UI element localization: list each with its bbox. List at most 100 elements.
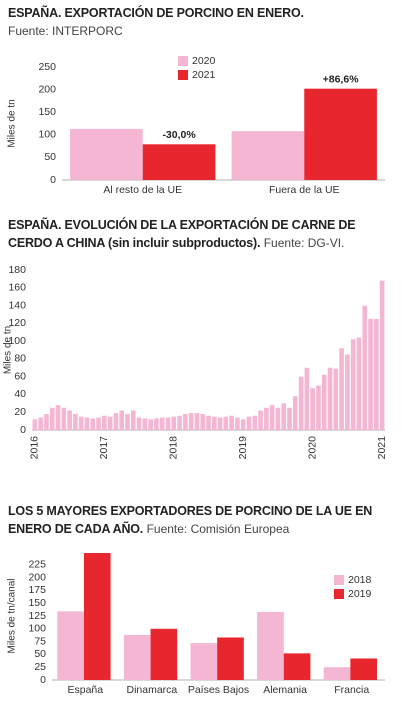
x-tick-label: 2020 bbox=[306, 436, 318, 460]
y-tick-label: 100 bbox=[28, 623, 46, 635]
bar bbox=[67, 410, 72, 430]
bar bbox=[102, 415, 107, 430]
x-tick-label: Países Bajos bbox=[188, 684, 249, 696]
x-tick-label: España bbox=[67, 684, 103, 696]
y-tick-label: 225 bbox=[28, 559, 46, 571]
bar bbox=[200, 414, 206, 430]
bar bbox=[90, 418, 96, 430]
bar bbox=[362, 305, 368, 430]
y-axis-label: Miles de tn bbox=[3, 326, 14, 374]
bar bbox=[183, 414, 188, 430]
bar bbox=[113, 413, 119, 430]
y-tick-label: 50 bbox=[34, 648, 46, 660]
legend-swatch bbox=[178, 70, 188, 80]
bar bbox=[123, 634, 151, 680]
bar bbox=[83, 553, 111, 680]
bar bbox=[292, 396, 298, 430]
bar bbox=[148, 419, 153, 430]
bar bbox=[368, 318, 373, 430]
bar bbox=[374, 318, 379, 430]
chart-title: ESPAÑA. EVOLUCIÓN DE LA EXPORTACIÓN DE C… bbox=[8, 218, 356, 250]
x-tick-label: Francia bbox=[334, 684, 369, 696]
bar bbox=[49, 407, 55, 430]
y-tick-label: 175 bbox=[28, 584, 46, 596]
y-tick-label: 75 bbox=[34, 635, 46, 647]
legend-swatch bbox=[334, 589, 344, 599]
y-tick-label: 0 bbox=[20, 424, 26, 436]
bar bbox=[125, 414, 130, 430]
bar bbox=[194, 413, 200, 430]
y-tick-label: 50 bbox=[44, 151, 56, 163]
bar bbox=[316, 385, 321, 430]
bar bbox=[350, 658, 378, 680]
bar bbox=[258, 410, 263, 430]
bar bbox=[165, 417, 171, 430]
bar bbox=[321, 374, 327, 430]
bar bbox=[190, 643, 218, 680]
bar bbox=[229, 415, 234, 430]
y-tick-label: 60 bbox=[14, 370, 26, 382]
y-tick-label: 100 bbox=[8, 335, 26, 347]
legend-label: 2018 bbox=[348, 574, 372, 586]
chart-heading: ESPAÑA. EVOLUCIÓN DE LA EXPORTACIÓN DE C… bbox=[8, 216, 396, 252]
bar bbox=[84, 417, 90, 430]
bar bbox=[323, 667, 351, 680]
y-tick-label: 25 bbox=[34, 661, 46, 673]
x-tick-label: Alemania bbox=[263, 684, 307, 696]
bar bbox=[269, 405, 275, 430]
bar bbox=[55, 405, 61, 430]
bar bbox=[283, 653, 311, 680]
legend-swatch bbox=[178, 56, 188, 66]
legend-label: 2021 bbox=[192, 69, 216, 81]
x-tick-label: 2016 bbox=[29, 436, 41, 460]
bar bbox=[345, 354, 350, 430]
bar bbox=[142, 418, 148, 430]
bar bbox=[96, 417, 101, 430]
chart-heading: LOS 5 MAYORES EXPORTADORES DE PORCINO DE… bbox=[8, 502, 396, 538]
chart-heading: ESPAÑA. EXPORTACIÓN DE PORCINO EN ENERO.… bbox=[8, 4, 396, 40]
bar bbox=[32, 419, 38, 430]
bar bbox=[379, 280, 385, 430]
bar bbox=[188, 413, 194, 430]
chart-title: ESPAÑA. EXPORTACIÓN DE PORCINO EN ENERO. bbox=[8, 6, 304, 20]
bar bbox=[298, 376, 304, 430]
legend-label: 2019 bbox=[348, 588, 372, 600]
bar bbox=[252, 415, 258, 430]
y-tick-label: 140 bbox=[8, 299, 26, 311]
x-tick-label: Fuera de la UE bbox=[269, 184, 340, 196]
bar-annotation: -30,0% bbox=[162, 129, 196, 141]
chart-subtitle: Fuente: Comisión Europea bbox=[146, 522, 290, 536]
bar bbox=[235, 417, 240, 430]
y-tick-label: 200 bbox=[28, 571, 46, 583]
y-tick-label: 100 bbox=[38, 129, 56, 141]
bar bbox=[38, 417, 43, 430]
bar bbox=[240, 419, 246, 430]
bar bbox=[107, 416, 113, 430]
bar bbox=[57, 611, 84, 680]
bar bbox=[206, 415, 211, 430]
x-tick-label: 2018 bbox=[168, 436, 180, 460]
y-tick-label: 160 bbox=[8, 282, 26, 294]
y-tick-label: 180 bbox=[8, 264, 26, 276]
bar bbox=[223, 416, 229, 430]
y-tick-label: 0 bbox=[40, 674, 46, 686]
chart-title: LOS 5 MAYORES EXPORTADORES DE PORCINO DE… bbox=[8, 504, 373, 536]
bar bbox=[217, 417, 223, 430]
bar-annotation: +86,6% bbox=[323, 73, 360, 85]
y-tick-label: 80 bbox=[14, 353, 26, 365]
bar bbox=[61, 407, 67, 430]
bar bbox=[327, 367, 333, 430]
chart-subtitle: Fuente: DG-VI. bbox=[263, 236, 345, 250]
bar bbox=[231, 131, 305, 180]
bar bbox=[339, 348, 344, 430]
bar bbox=[136, 417, 142, 430]
bar bbox=[287, 407, 292, 430]
bar bbox=[44, 414, 49, 430]
bar bbox=[281, 403, 287, 430]
y-tick-label: 120 bbox=[8, 317, 26, 329]
bar bbox=[304, 367, 310, 430]
bar bbox=[159, 417, 165, 430]
bar bbox=[356, 337, 362, 430]
